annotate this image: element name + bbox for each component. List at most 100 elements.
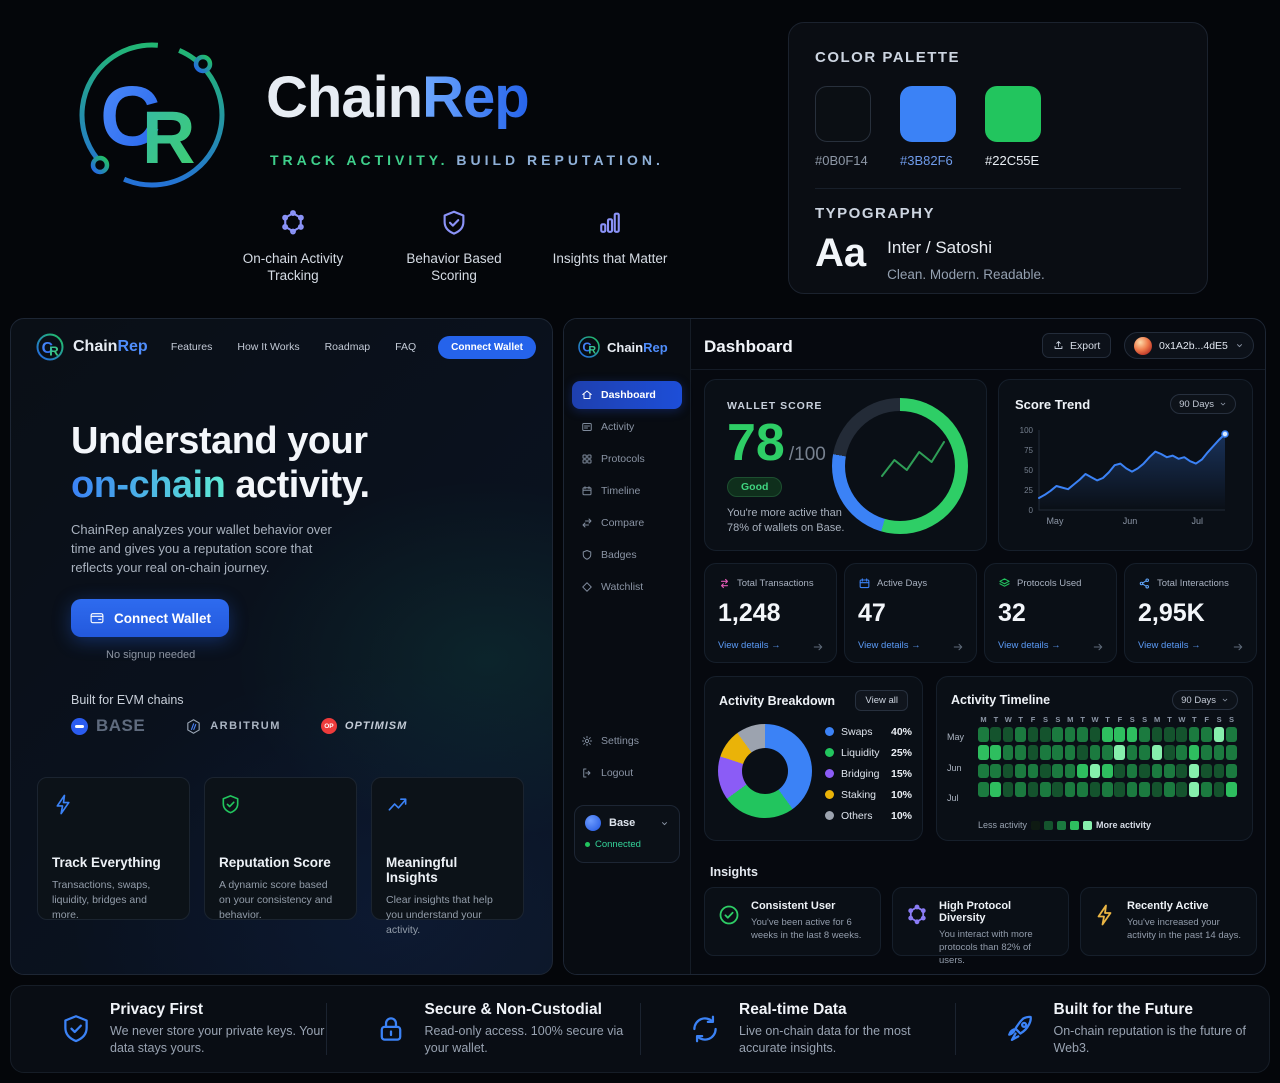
- nav-link-how-it-works[interactable]: How It Works: [237, 341, 300, 353]
- footer-description: Read-only access. 100% secure via your w…: [424, 1024, 624, 1055]
- heatmap-cell: [1027, 763, 1039, 779]
- heatmap-cell: [1027, 782, 1039, 797]
- sidebar-item-label: Timeline: [601, 485, 641, 497]
- legend-high-label: More activity: [1096, 820, 1152, 830]
- view-details-link[interactable]: View details →: [858, 640, 921, 651]
- svg-text:Jul: Jul: [1192, 516, 1204, 526]
- logout-icon: [581, 767, 593, 779]
- heatmap-cell: [1126, 782, 1138, 797]
- heatmap-cell: [1052, 727, 1063, 742]
- heatmap-cell: [1015, 727, 1026, 742]
- export-button[interactable]: Export: [1042, 333, 1112, 358]
- sidebar-item-activity[interactable]: Activity: [572, 413, 682, 441]
- legend-dot: [825, 790, 834, 799]
- arrow-right-icon[interactable]: [1232, 641, 1244, 653]
- brand-pillar: On-chain Activity Tracking: [235, 208, 351, 284]
- chain-name: Base: [609, 817, 636, 829]
- nav-brand: ChainRep: [73, 338, 148, 355]
- nav-link-features[interactable]: Features: [170, 341, 213, 353]
- heatmap-cell: [1089, 782, 1101, 797]
- sidebar-item-watchlist[interactable]: Watchlist: [572, 573, 682, 601]
- trend-range-dropdown[interactable]: 90 Days: [1170, 394, 1236, 414]
- nav-link-roadmap[interactable]: Roadmap: [324, 341, 371, 353]
- shield-check-icon: [219, 793, 242, 816]
- heatmap-cell: [1102, 727, 1113, 742]
- svg-text:May: May: [1046, 516, 1064, 526]
- heatmap-cell: [1201, 782, 1212, 797]
- heatmap-cell: [1089, 745, 1101, 760]
- footer-item: Built for the Future On-chain reputation …: [954, 986, 1270, 1072]
- nav-link-faq[interactable]: FAQ: [395, 341, 417, 353]
- heatmap-cell: [978, 727, 989, 742]
- heatmap-month-label: Jun: [947, 763, 962, 773]
- heatmap-cell: [1064, 782, 1076, 797]
- diamond-icon: [581, 581, 593, 593]
- chain-selector[interactable]: Base Connected: [574, 805, 680, 863]
- wallet-icon: [89, 610, 105, 626]
- color-palette-title: COLOR PALETTE: [815, 49, 961, 66]
- landing-card: Track Everything Transactions, swaps, liq…: [37, 777, 190, 921]
- legend-label: Swaps: [841, 725, 873, 738]
- sidebar-item-compare[interactable]: Compare: [572, 509, 682, 537]
- insight-card: Consistent User You've been active for 6 …: [704, 887, 881, 956]
- chevron-down-icon: [1219, 400, 1227, 408]
- heatmap-cell: [1188, 745, 1200, 760]
- footer-description: Live on-chain data for the most accurate…: [739, 1024, 911, 1055]
- score-ring-hole: [845, 411, 955, 521]
- view-details-link[interactable]: View details →: [718, 640, 781, 651]
- heatmap-cell: [1077, 782, 1088, 797]
- insight-title: Consistent User: [751, 900, 836, 912]
- score-note: You're more active than 78% of wallets on…: [727, 507, 845, 534]
- sidebar-item-protocols[interactable]: Protocols: [572, 445, 682, 473]
- swatch-hex: #3B82F6: [900, 153, 953, 168]
- sidebar-item-badges[interactable]: Badges: [572, 541, 682, 569]
- view-details-link[interactable]: View details →: [998, 640, 1061, 651]
- legend-dot: [825, 727, 834, 736]
- sidebar-item-label: Compare: [601, 517, 645, 529]
- connect-wallet-button[interactable]: Connect Wallet: [71, 599, 230, 637]
- base-chain-icon: [585, 815, 601, 831]
- sidebar-item-timeline[interactable]: Timeline: [572, 477, 682, 505]
- export-icon: [1053, 340, 1064, 351]
- home-icon: [581, 389, 593, 401]
- sidebar-item-settings[interactable]: Settings: [572, 727, 682, 755]
- wallet-account-chip[interactable]: 0x1A2b...4dE5: [1124, 332, 1254, 359]
- calendar-icon: [858, 577, 871, 590]
- stat-label: Protocols Used: [1017, 578, 1082, 589]
- arrow-right-icon[interactable]: [1092, 641, 1104, 653]
- landing-card: Reputation Score A dynamic score based on…: [204, 777, 357, 921]
- legend-value: 25%: [890, 746, 912, 759]
- heatmap-cell: [990, 727, 1001, 742]
- refresh-icon: [688, 1012, 722, 1046]
- footer-title: Real-time Data: [739, 1001, 847, 1018]
- heatmap-month-label: Jul: [947, 793, 959, 803]
- color-swatch: #0B0F14: [815, 86, 871, 168]
- breakdown-donut-hole: [742, 748, 788, 794]
- sidebar-item-dashboard[interactable]: Dashboard: [572, 381, 682, 409]
- heatmap-cell: [1064, 745, 1076, 760]
- stat-card-protocols-used: Protocols Used 32 View details →: [984, 563, 1117, 663]
- sidebar-item-logout[interactable]: Logout: [572, 759, 682, 787]
- trend-up-icon: [386, 793, 409, 816]
- sidebar-item-label: Protocols: [601, 453, 645, 465]
- heatmap-cell: [1126, 727, 1138, 742]
- heatmap-cell: [1201, 727, 1212, 742]
- brand-title: ChainRep: [266, 65, 530, 130]
- arrow-right-icon[interactable]: [952, 641, 964, 653]
- heatmap-cell: [1015, 763, 1026, 779]
- breakdown-legend: Swaps 40% Liquidity 25% Bridging 15% Staking 10…: [825, 721, 912, 826]
- swatch-hex: #22C55E: [985, 153, 1040, 168]
- divider: [691, 369, 1265, 370]
- legend-low-label: Less activity: [978, 820, 1028, 830]
- nav-connect-wallet-button[interactable]: Connect Wallet: [438, 335, 536, 359]
- timeline-range-dropdown[interactable]: 90 Days: [1172, 690, 1238, 710]
- arrow-right-icon[interactable]: [812, 641, 824, 653]
- bolt-icon: [1093, 903, 1117, 943]
- landing-feature-cards: Track Everything Transactions, swaps, liq…: [37, 777, 524, 936]
- heatmap-cell: [1064, 727, 1076, 742]
- view-all-button[interactable]: View all: [855, 690, 908, 711]
- sidebar-item-label: Logout: [601, 767, 634, 779]
- view-details-link[interactable]: View details →: [1138, 640, 1201, 651]
